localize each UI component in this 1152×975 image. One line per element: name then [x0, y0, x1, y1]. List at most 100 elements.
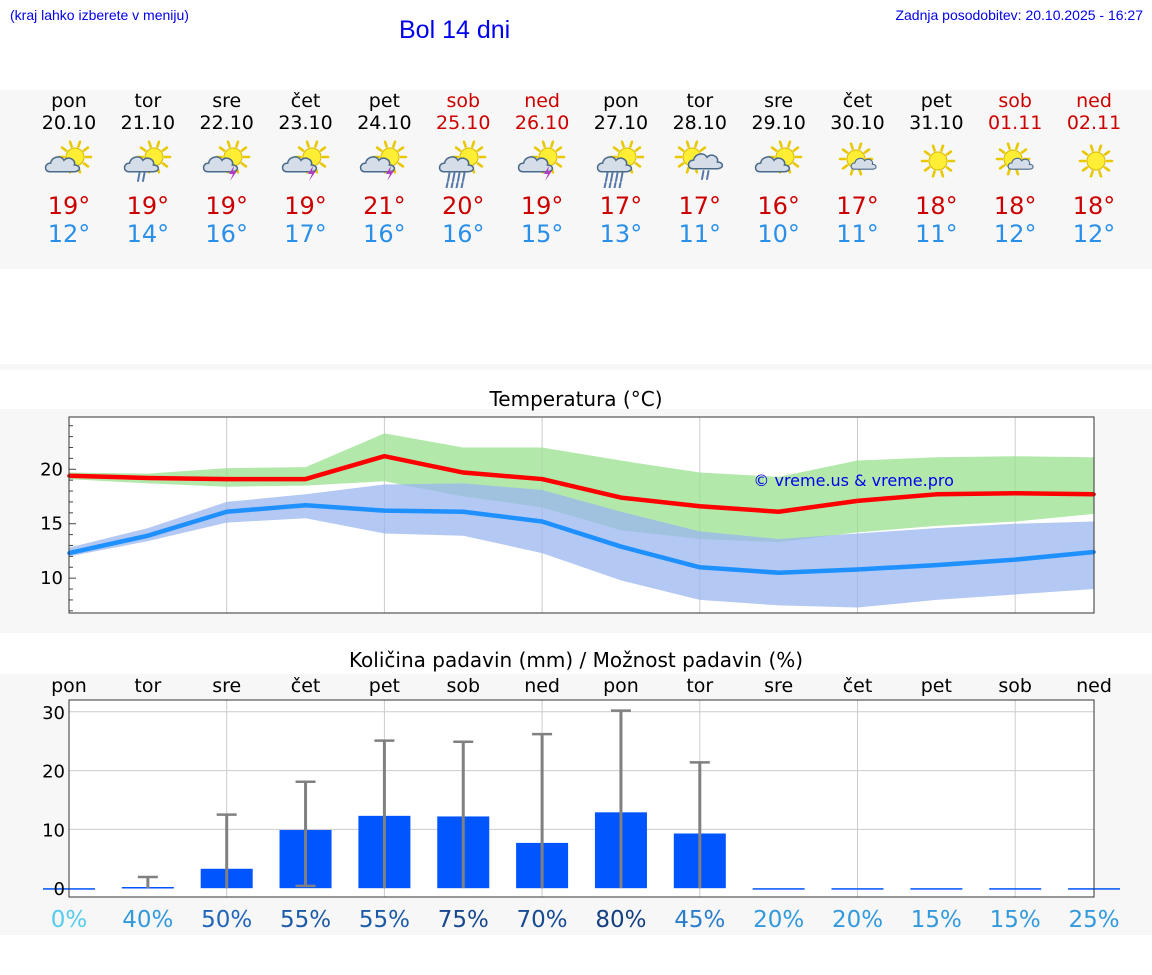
day-date: 22.10: [199, 112, 254, 134]
day-name: ned: [1076, 90, 1112, 112]
error-bar: [216, 813, 237, 889]
day-date: 26.10: [514, 112, 570, 134]
min-temperature: 12°: [1072, 220, 1116, 248]
sun-cloud-rain-icon: [123, 140, 172, 182]
data-point-min: [619, 544, 623, 549]
temperature-chart-title: Temperatura (°C): [489, 387, 663, 411]
x-category-label: čet: [843, 675, 873, 697]
plot-area: [69, 700, 1094, 897]
x-category-label: sob: [446, 675, 480, 697]
y-tick-label: 15: [40, 514, 63, 535]
data-point-max: [224, 477, 229, 481]
series-line-min: [68, 502, 1095, 575]
error-bar: [374, 739, 395, 889]
error-bar: [689, 761, 710, 889]
data-point-min: [1013, 557, 1017, 562]
data-point-min: [540, 519, 544, 524]
data-point-min: [224, 509, 229, 514]
precipitation-chart: pon tor sre čet pet sob ned pon tor sre čet pet sob n…: [42, 675, 1121, 933]
min-temperature: 10°: [757, 220, 800, 248]
max-temperature: 16°: [757, 192, 800, 220]
data-point-max: [1013, 491, 1017, 496]
x-category-label: sob: [998, 675, 1032, 697]
plot-frame: [68, 699, 1095, 898]
data-point-max: [540, 477, 544, 481]
max-temperature: 19°: [205, 192, 248, 220]
day-column: pet 31.10 18° 11°: [896, 90, 976, 248]
temperature-chart: 10 15 20 © vreme.us & vreme.pro: [40, 416, 1096, 614]
data-point-max: [382, 454, 387, 458]
error-bar: [295, 780, 316, 888]
min-temperature: 16°: [205, 220, 248, 248]
data-point-max: [303, 477, 308, 481]
cloud-shape: [360, 156, 396, 173]
y-tick-label: 20: [42, 762, 65, 783]
day-name: tor: [686, 90, 714, 112]
series-line-max: [68, 453, 1095, 514]
error-bar: [532, 732, 553, 889]
x-category-label: tor: [134, 675, 161, 697]
sun-cloud-heavy-rain-icon: [596, 140, 645, 188]
data-point-min: [934, 563, 939, 567]
data-point-max: [461, 470, 466, 475]
max-temperature: 18°: [915, 192, 958, 220]
cloud-shape: [202, 156, 238, 173]
x-category-label: tor: [686, 675, 713, 697]
precipitation-probability: 80%: [595, 907, 646, 933]
sun-shape: [215, 140, 250, 174]
lightning-bolt: [544, 166, 553, 181]
rain-drops: [700, 170, 710, 180]
day-name: sob: [446, 90, 481, 112]
sun-icon: [1078, 144, 1114, 178]
day-date: 02.11: [1066, 112, 1122, 134]
cloud-shape: [123, 156, 159, 173]
min-temperature: 14°: [126, 220, 170, 248]
data-point-max: [934, 492, 939, 497]
y-tick-label: 10: [42, 820, 65, 841]
min-temperature: 12°: [47, 220, 91, 248]
day-date: 01.11: [987, 112, 1043, 134]
x-category-label: čet: [291, 675, 321, 697]
max-temperature: 19°: [47, 192, 91, 220]
day-column: sre 29.10 16° 10°: [739, 90, 819, 248]
max-temperature: 19°: [284, 192, 327, 220]
precipitation-chart-title: Količina padavin (mm) / Možnost padavin …: [348, 648, 804, 672]
day-date: 31.10: [909, 112, 964, 134]
sun-cloud-thunder-icon: [360, 140, 408, 181]
precipitation-bar: [910, 888, 963, 890]
x-category-label: sre: [764, 675, 793, 697]
min-temperature: 17°: [284, 220, 327, 248]
x-category-label: pet: [921, 675, 952, 697]
plot-frame: [68, 416, 1095, 614]
day-date: 20.10: [41, 112, 97, 134]
sun-cloud-thunder-icon: [517, 140, 566, 181]
min-temperature: 16°: [363, 220, 406, 248]
min-temperature: 15°: [520, 220, 564, 248]
data-point-min: [382, 508, 387, 513]
day-date: 28.10: [672, 112, 727, 134]
x-category-label: ned: [524, 675, 560, 697]
last-updated: Zadnja posodobitev: 20.10.2025 - 16:27: [895, 7, 1143, 23]
max-temperature: 18°: [1072, 192, 1116, 220]
cloud-shape: [850, 157, 877, 170]
day-column: tor 28.10 17° 11°: [660, 90, 740, 248]
day-date: 21.10: [120, 112, 176, 134]
x-category-label: pon: [51, 675, 87, 697]
precipitation-probability: 15%: [990, 907, 1041, 933]
precipitation-probability: 45%: [674, 907, 725, 933]
min-temperature: 11°: [678, 220, 722, 248]
day-column: tor 21.10 19° 14°: [108, 90, 188, 248]
lightning-bolt: [307, 166, 316, 181]
sun-small-cloud-icon: [995, 142, 1034, 176]
day-name: pon: [603, 90, 639, 112]
y-tick-label: 0: [54, 879, 65, 900]
day-date: 23.10: [278, 112, 333, 134]
precipitation-probability: 40%: [122, 907, 173, 933]
page-title: Bol 14 dni: [399, 16, 511, 44]
band-min-range: [69, 483, 1095, 608]
min-temperature: 12°: [993, 220, 1037, 248]
error-bar: [453, 740, 474, 889]
day-column: sob 01.11 18° 12°: [975, 90, 1055, 248]
day-column: pon 27.10 17° 13°: [581, 90, 661, 248]
precipitation-probability: 55%: [359, 907, 410, 933]
